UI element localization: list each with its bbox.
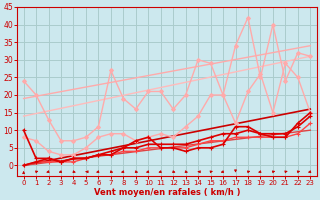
X-axis label: Vent moyen/en rafales ( km/h ): Vent moyen/en rafales ( km/h ) bbox=[94, 188, 240, 197]
